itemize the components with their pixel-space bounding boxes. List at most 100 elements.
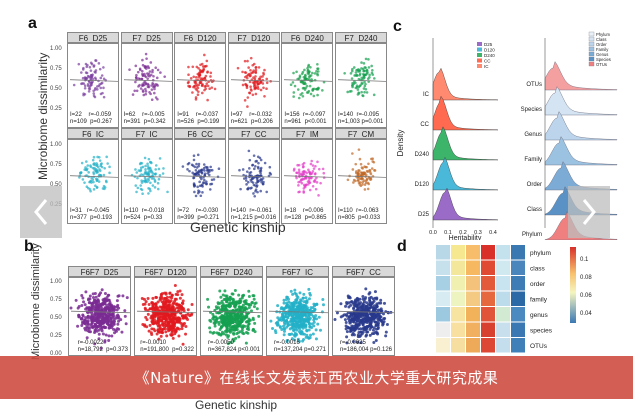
b-tile-plot: r=-0.0022 n=18,792 p=0.373: [68, 277, 131, 356]
scatter-point: [356, 340, 360, 344]
heatmap-cell: [466, 291, 480, 306]
scatter-point: [368, 169, 372, 172]
a-tile-title: F6_D240: [281, 32, 334, 43]
scatter-point: [246, 325, 250, 329]
scatter-point: [350, 89, 353, 93]
scatter-point: [335, 311, 339, 315]
scatter-point: [310, 159, 314, 163]
scatter-point: [114, 328, 118, 332]
scatter-point: [112, 305, 116, 309]
scatter-point: [100, 81, 104, 85]
scatter-point: [360, 61, 363, 64]
b-ytick-label: 0.75: [50, 297, 62, 303]
scatter-point: [311, 71, 315, 75]
scatter-point: [302, 319, 306, 323]
scatter-point: [95, 163, 99, 167]
density-row-label: Phylum: [522, 232, 542, 238]
scatter-point: [194, 87, 198, 90]
scatter-point: [143, 306, 147, 310]
scatter-point: [172, 312, 176, 316]
scatter-point: [225, 316, 229, 320]
a-tile-title: F6_D120: [174, 32, 227, 43]
scatter-point: [134, 190, 138, 194]
scatter-point: [317, 315, 321, 319]
scatter-point: [372, 160, 376, 164]
scatter-point: [167, 315, 171, 319]
scatter-point: [92, 172, 96, 176]
prev-slide-button[interactable]: [20, 186, 62, 238]
scatter-point: [364, 82, 367, 86]
scatter-point: [237, 335, 241, 339]
density-row-label: Order: [527, 182, 542, 188]
scatter-point: [308, 176, 312, 180]
scatter-point: [161, 327, 165, 331]
scatter-point: [134, 184, 137, 187]
scatter-point: [90, 83, 93, 86]
scatter-point: [195, 162, 198, 166]
heatmap-cell: [436, 307, 450, 322]
c-xtick-label: 0.1: [444, 230, 452, 236]
legend-swatch: [477, 47, 482, 52]
scatter-point: [351, 319, 355, 323]
next-slide-button[interactable]: [568, 186, 610, 238]
scatter-point: [203, 173, 207, 177]
scatter-point: [158, 324, 162, 328]
scatter-point: [248, 74, 252, 77]
scatter-point: [97, 62, 101, 65]
scatter-point: [244, 82, 247, 86]
scatter-point: [152, 87, 156, 91]
scatter-point: [345, 341, 349, 345]
scatter-point: [140, 192, 144, 196]
scatter-point: [284, 319, 288, 323]
scatter-point: [88, 310, 92, 314]
a-scatter: [337, 148, 386, 191]
scatter-point: [107, 306, 111, 310]
scatter-point: [271, 327, 275, 331]
scatter-point: [100, 165, 104, 169]
scatter-point: [384, 330, 388, 334]
scatter-point: [174, 292, 178, 296]
b-scatter: [136, 284, 196, 346]
scatter-point: [150, 70, 154, 74]
scatter-point: [304, 323, 308, 327]
scatter-point: [166, 327, 170, 331]
scatter-point: [288, 319, 292, 323]
scatter-point: [308, 325, 312, 329]
legend-label: D240: [484, 53, 495, 58]
scatter-point: [370, 64, 373, 68]
scatter-point: [149, 169, 152, 173]
scatter-point: [198, 73, 202, 77]
scatter-point: [85, 336, 89, 340]
a-tile-plot: I=31 r=-0.045 n=377 p=0.193: [67, 139, 119, 224]
scatter-point: [307, 72, 311, 76]
scatter-point: [94, 59, 98, 62]
scatter-point: [80, 71, 83, 74]
scatter-point: [293, 338, 297, 342]
scatter-point: [145, 77, 149, 80]
regression-line: [177, 175, 226, 178]
scatter-point: [361, 181, 365, 184]
scatter-point: [308, 316, 312, 320]
scatter-point: [95, 329, 99, 333]
heatmap-cell: [451, 307, 465, 322]
scatter-point: [174, 329, 178, 333]
b-tile-title: F6F7_D240: [200, 266, 263, 277]
scatter-point: [92, 64, 96, 67]
scatter-point: [77, 62, 81, 66]
scatter-point: [99, 92, 103, 96]
scatter-point: [69, 306, 73, 310]
scatter-point: [243, 59, 247, 63]
scatter-point: [354, 71, 358, 74]
scatter-point: [94, 303, 98, 307]
scatter-point: [307, 89, 311, 93]
scatter-point: [253, 194, 256, 198]
scatter-point: [364, 57, 368, 61]
scatter-point: [218, 289, 222, 293]
scatter-point: [282, 301, 286, 305]
scatter-point: [252, 305, 256, 309]
a-tile: F7_IM I=18 r=0.006 n=128 p=0.865: [281, 128, 334, 224]
scatter-point: [351, 168, 355, 171]
scatter-point: [192, 75, 196, 79]
scatter-point: [301, 326, 305, 330]
scatter-point: [308, 78, 311, 81]
